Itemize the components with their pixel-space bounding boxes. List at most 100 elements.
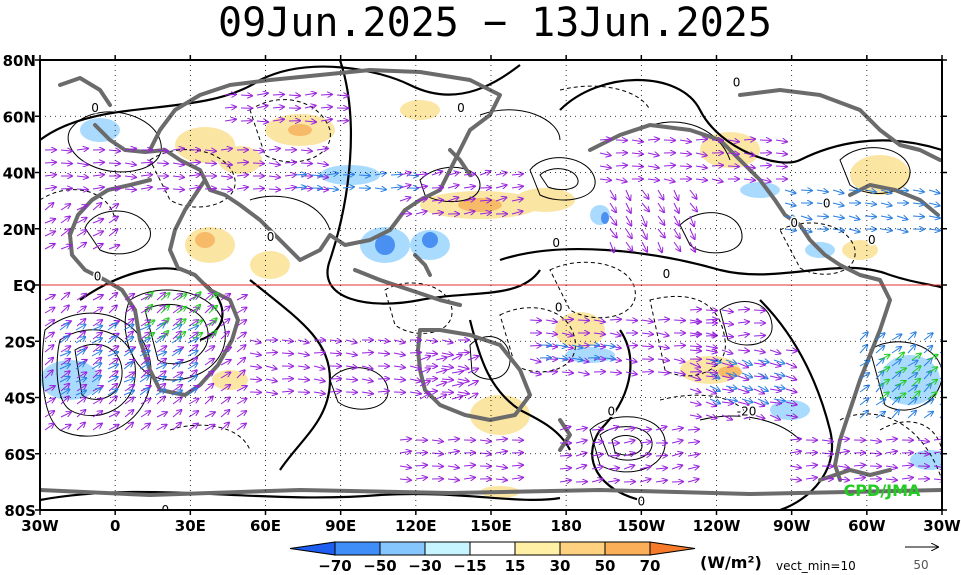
wind-vector — [639, 479, 651, 482]
wind-vector — [832, 216, 844, 218]
wind-vector — [689, 334, 701, 336]
wind-vector — [60, 396, 69, 405]
wind-vector — [75, 350, 85, 357]
wind-vector — [139, 351, 150, 357]
wind-vector — [467, 394, 478, 400]
wind-vector — [108, 305, 117, 314]
wind-vector — [741, 386, 752, 390]
wind-vector — [725, 373, 737, 376]
wind-vector — [625, 320, 637, 321]
wind-vector — [176, 294, 186, 301]
wind-vector — [875, 412, 885, 419]
wind-vector — [933, 479, 942, 480]
wind-vector — [44, 175, 56, 176]
wind-vector — [711, 179, 723, 182]
wind-vector — [415, 186, 427, 188]
wind-vector — [869, 440, 881, 442]
wind-vector — [859, 345, 867, 354]
wind-vector — [75, 378, 86, 382]
wind-vector — [249, 353, 261, 355]
wind-vector — [252, 188, 264, 189]
wind-vector — [479, 200, 491, 201]
wind-vector — [591, 479, 603, 482]
wind-vector — [816, 216, 828, 217]
wind-vector — [160, 293, 170, 301]
wind-vector — [172, 385, 182, 392]
wind-vector — [92, 175, 104, 176]
wind-vector — [310, 175, 322, 176]
wind-vector — [837, 466, 849, 468]
wind-vector — [689, 189, 697, 199]
wind-vector — [155, 364, 166, 370]
wind-vector — [705, 363, 717, 365]
wind-vector — [409, 366, 421, 369]
wind-vector — [204, 384, 213, 392]
wind-vector — [75, 391, 86, 396]
wind-vector — [907, 373, 917, 380]
wind-vector — [891, 397, 900, 406]
wind-vector — [60, 217, 70, 224]
wind-vector — [139, 326, 150, 331]
wind-vector — [895, 368, 906, 374]
longitude-label: 120W — [693, 517, 741, 535]
wind-vector — [345, 340, 357, 343]
wind-vector — [361, 379, 373, 381]
wind-vector — [377, 340, 389, 341]
wind-vector — [265, 366, 277, 369]
wind-vector — [358, 175, 370, 176]
wind-vector — [737, 415, 749, 417]
wind-vector — [144, 292, 153, 301]
wind-vector — [361, 366, 373, 369]
wind-vector — [108, 229, 118, 237]
wind-vector — [529, 345, 541, 346]
wind-vector — [800, 216, 811, 219]
wind-vector — [156, 412, 167, 418]
wind-vector — [923, 358, 932, 367]
wind-vector — [256, 121, 268, 122]
wind-vector — [288, 95, 300, 96]
wind-vector — [773, 373, 785, 376]
wind-vector — [425, 353, 437, 354]
wind-vector — [236, 370, 245, 379]
colorbar-tick-label: 30 — [550, 557, 571, 575]
wind-vector — [140, 424, 150, 431]
wind-vector — [107, 364, 118, 370]
wind-vector — [663, 179, 675, 182]
wind-vector — [805, 477, 817, 479]
wind-vector — [759, 165, 771, 166]
wind-vector — [188, 358, 197, 366]
wind-vector — [451, 371, 463, 373]
wind-vector — [425, 391, 437, 392]
longitude-label: 90E — [325, 517, 356, 535]
wind-vector — [757, 372, 768, 379]
wind-vector — [623, 440, 635, 443]
wind-vector — [599, 139, 611, 140]
wind-vector — [393, 366, 405, 368]
wind-vector — [615, 165, 627, 166]
map-title: 09Jun.2025 − 13Jun.2025 — [218, 0, 772, 46]
wind-vector — [933, 466, 942, 468]
wind-vector — [911, 354, 921, 361]
wind-vector — [895, 381, 906, 387]
wind-vector — [320, 94, 332, 95]
wind-vector — [172, 372, 182, 379]
wind-vector — [297, 366, 309, 368]
wind-vector — [689, 402, 701, 405]
wind-vector — [91, 388, 101, 396]
wind-vector — [204, 163, 216, 164]
wind-vector — [655, 480, 667, 482]
wind-vector — [220, 148, 232, 150]
wind-vector — [415, 211, 427, 214]
wind-vector — [76, 385, 86, 392]
colorbar-tick-labels: −70 −50 −30 −15 15 30 50 70 — [318, 557, 660, 575]
wind-vector — [208, 306, 217, 314]
wind-vector — [657, 372, 669, 373]
wind-vector — [108, 217, 118, 224]
wind-vector — [60, 412, 71, 418]
wind-vector — [753, 310, 765, 311]
wind-vector — [821, 440, 833, 442]
wind-vector — [891, 334, 901, 341]
wind-vector — [329, 353, 341, 354]
colorbar-tick-label: −30 — [408, 557, 441, 575]
wind-vector — [737, 350, 749, 351]
